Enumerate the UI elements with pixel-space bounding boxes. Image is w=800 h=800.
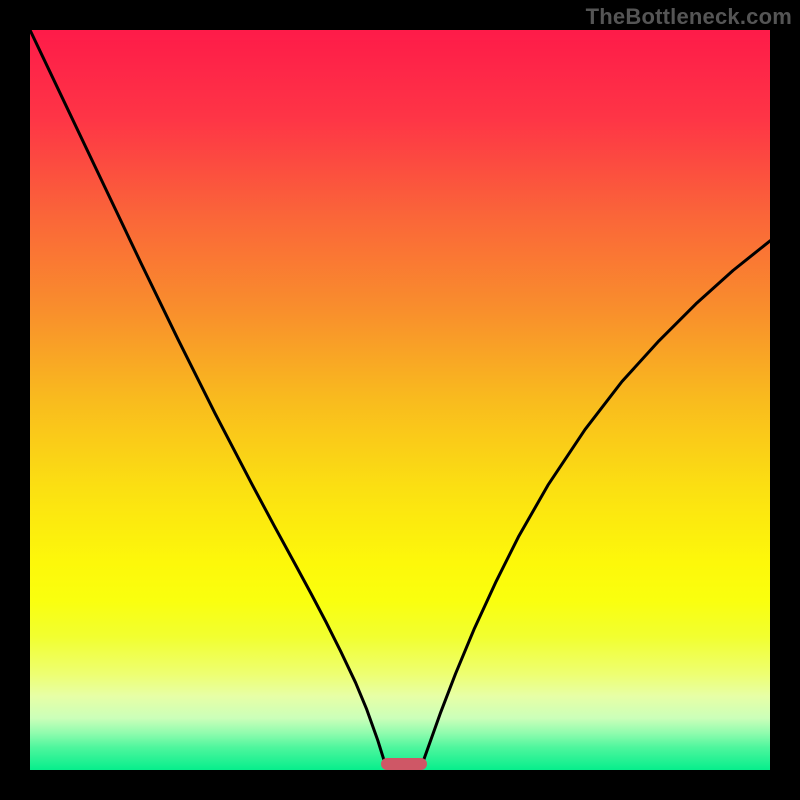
right-branch-curve bbox=[422, 241, 770, 764]
left-branch-curve bbox=[30, 30, 385, 764]
chart-stage: TheBottleneck.com bbox=[0, 0, 800, 800]
bottleneck-marker bbox=[381, 758, 427, 770]
plot-area bbox=[30, 30, 770, 770]
watermark-text: TheBottleneck.com bbox=[586, 4, 792, 30]
curve-layer bbox=[30, 30, 770, 770]
